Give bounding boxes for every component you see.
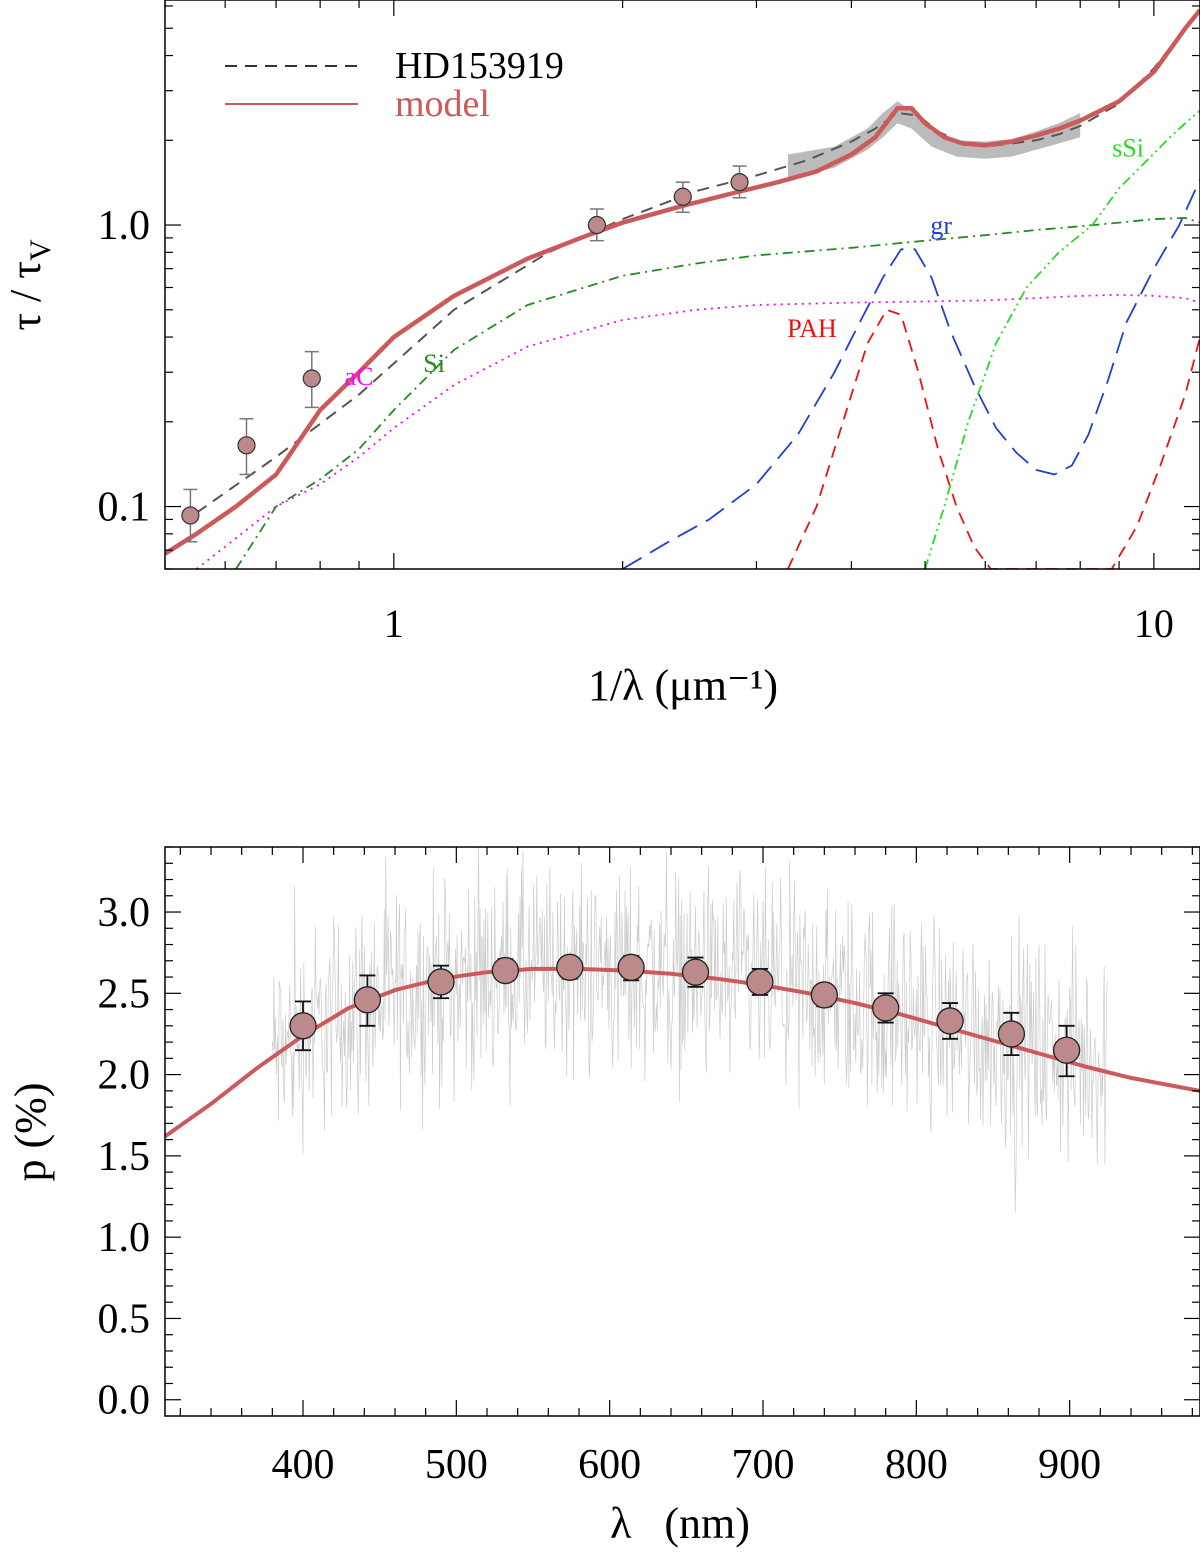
top-data-point <box>181 488 200 543</box>
top-uncertainty-band <box>787 101 1081 180</box>
bottom-data-point <box>427 964 455 1000</box>
bottom-y-axis-label: p (%) <box>6 1083 55 1182</box>
top-annotation-ssi: sSi <box>1112 134 1144 163</box>
bottom-x-tick-label: 500 <box>425 1442 488 1488</box>
bottom-y-tick-label: 1.5 <box>98 1134 151 1180</box>
top-y-axis-label-main: τ / τ <box>1 261 50 331</box>
top-annotation-pah: PAH <box>787 314 837 343</box>
bottom-point-marker <box>746 968 774 996</box>
bottom-point-marker <box>617 953 645 981</box>
top-series-model <box>165 8 1200 556</box>
top-series-pah <box>787 308 1200 569</box>
top-annotations-layer: aC Si PAH gr sSi <box>345 134 1144 392</box>
top-x-tick-label: 10 <box>1134 601 1174 646</box>
bottom-x-tick-label: 800 <box>885 1442 948 1488</box>
top-data-point <box>587 208 606 242</box>
bottom-data-point <box>491 956 520 985</box>
bottom-point-marker <box>936 1007 964 1035</box>
bottom-point-marker <box>289 1012 317 1040</box>
top-series-layer <box>165 8 1200 569</box>
bottom-point-marker <box>427 968 455 996</box>
top-data-point <box>730 165 749 199</box>
top-point-marker <box>673 187 692 206</box>
bottom-y-tick-label: 3.0 <box>98 890 151 936</box>
bottom-point-marker <box>997 1020 1026 1048</box>
bottom-point-marker <box>872 994 900 1022</box>
top-data-point <box>302 350 321 409</box>
bottom-data-point <box>289 1000 317 1052</box>
bottom-ticks-layer: 400 500 600 700 800 900 0.0 0.5 1.0 1.5 2.0 2.5 3.0 <box>98 846 1200 1488</box>
bottom-plot-frame <box>164 846 1200 1417</box>
bottom-x-tick-label: 700 <box>732 1442 795 1488</box>
top-uncertainty-band-layer <box>787 101 1081 180</box>
bottom-data-point <box>556 953 584 981</box>
svg-text:τ / τV: τ / τV <box>1 239 57 331</box>
bottom-data-point <box>872 992 900 1024</box>
bottom-point-marker <box>353 986 382 1014</box>
bottom-y-tick-label: 0.5 <box>98 1296 151 1342</box>
bottom-point-marker <box>491 956 520 985</box>
top-y-tick-label: 0.1 <box>98 485 151 531</box>
top-series-ssi <box>924 109 1200 569</box>
top-data-point <box>237 418 256 476</box>
top-series-si <box>235 217 1200 569</box>
bottom-data-points-layer <box>289 953 1081 1078</box>
top-y-tick-label: 1.0 <box>98 203 151 249</box>
bottom-data-point <box>997 1011 1026 1056</box>
bottom-data-point <box>810 981 838 1009</box>
top-point-marker <box>237 436 256 455</box>
bottom-data-point <box>1052 1024 1081 1078</box>
bottom-data-point <box>353 974 382 1027</box>
bottom-noisy-spectrum <box>271 847 1109 1214</box>
top-annotation-ac: aC <box>345 362 374 391</box>
bottom-y-tick-label: 2.5 <box>98 971 151 1017</box>
top-data-point <box>673 181 692 214</box>
bottom-x-tick-label: 900 <box>1038 1442 1101 1488</box>
top-point-marker <box>181 506 200 525</box>
top-plot-frame <box>164 0 1200 570</box>
top-annotation-gr: gr <box>930 211 952 240</box>
top-point-marker <box>587 215 606 235</box>
bottom-point-marker <box>810 981 838 1009</box>
top-point-marker <box>302 369 321 388</box>
bottom-data-point <box>681 956 710 988</box>
top-data-points-layer <box>181 165 749 543</box>
bottom-data-point <box>746 968 774 996</box>
bottom-x-tick-label: 600 <box>578 1442 641 1488</box>
bottom-x-tick-label: 400 <box>272 1442 335 1488</box>
bottom-y-tick-label: 1.0 <box>98 1215 151 1261</box>
top-series-gr <box>622 179 1200 569</box>
bottom-point-marker <box>1052 1036 1081 1064</box>
top-ticks-layer: 1 10 0.1 1.0 <box>98 0 1200 646</box>
bottom-point-marker <box>681 958 710 986</box>
top-point-marker <box>730 173 749 192</box>
bottom-noisy-spectrum-layer <box>271 847 1109 1214</box>
bottom-point-marker <box>556 953 584 981</box>
top-y-axis-label-sub: V <box>24 239 57 261</box>
bottom-y-tick-label: 0.0 <box>98 1378 151 1424</box>
top-x-axis-label: 1/λ (μm⁻¹) <box>588 661 778 710</box>
top-series-ac <box>195 293 1200 569</box>
legend-label-model: model <box>395 83 490 125</box>
svg-text:p (%): p (%) <box>6 1083 55 1182</box>
top-annotation-si: Si <box>423 349 445 378</box>
bottom-x-axis-label: λ (nm) <box>610 1499 750 1548</box>
bottom-panel-polarization: 400 500 600 700 800 9000.00.51.01.52.02.53.0 … <box>6 846 1200 1548</box>
bottom-data-point <box>617 953 645 982</box>
legend-label-hd153919: HD153919 <box>395 45 564 87</box>
top-x-tick-label: 1 <box>384 601 404 646</box>
bottom-y-tick-label: 2.0 <box>98 1053 151 1099</box>
top-series-hd153919 <box>195 9 1200 514</box>
top-y-axis-label: τ / τV <box>1 239 57 331</box>
bottom-data-point <box>936 1002 964 1040</box>
